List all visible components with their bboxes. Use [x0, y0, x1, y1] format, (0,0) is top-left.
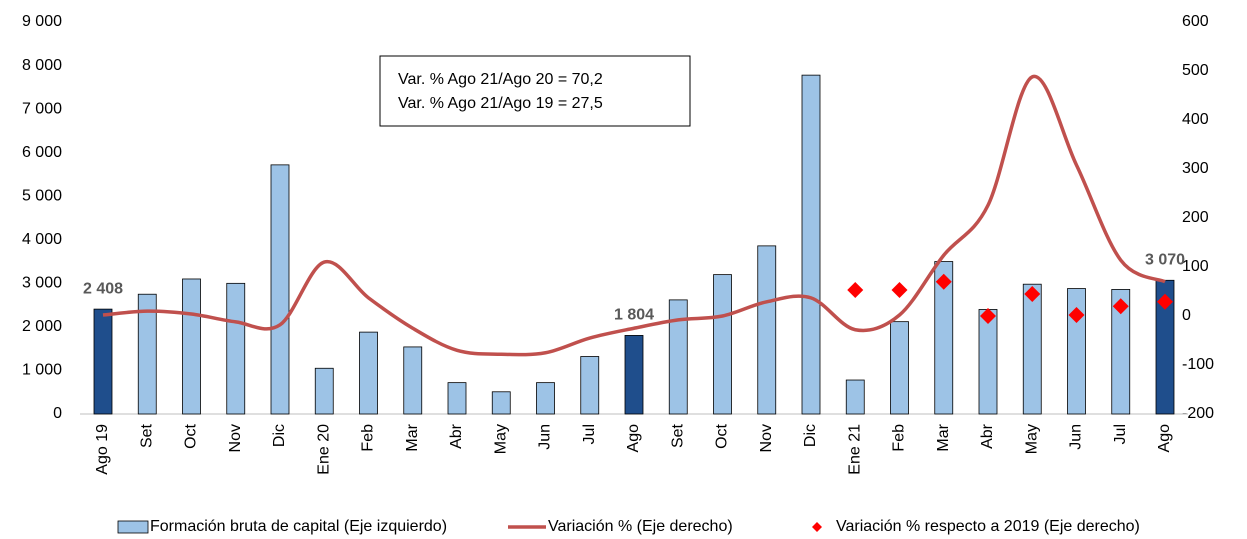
legend-label: Formación bruta de capital (Eje izquierd…	[150, 518, 447, 535]
marker	[847, 282, 864, 299]
bar	[226, 282, 246, 415]
x-tick-label: Jun	[537, 424, 554, 450]
x-tick-label: Ago	[1156, 424, 1173, 453]
bar	[757, 245, 777, 415]
bar	[536, 382, 555, 415]
x-tick-label: Set	[669, 423, 686, 448]
x-tick-label: Ago 19	[94, 424, 111, 475]
legend-label: Variación % (Eje derecho)	[548, 518, 733, 535]
x-tick-label: Set	[138, 423, 155, 448]
bar	[182, 278, 201, 415]
y2-tick-label: 600	[1182, 13, 1209, 30]
bar	[845, 379, 865, 415]
bar	[270, 164, 290, 415]
y-tick-label: 6 000	[22, 144, 62, 161]
y2-tick-label: 500	[1182, 62, 1209, 79]
y2-tick-label: 0	[1182, 307, 1191, 324]
x-tick-label: Dic	[802, 424, 819, 447]
y2-tick-label: 200	[1182, 209, 1209, 226]
bar	[447, 382, 467, 415]
value-label: 2 408	[83, 280, 123, 297]
x-tick-label: Nov	[758, 424, 775, 452]
x-tick-label: Dic	[271, 424, 288, 447]
x-tick-label: Feb	[891, 424, 908, 452]
x-tick-label: Nov	[227, 424, 244, 452]
x-tick-label: Ago	[625, 424, 642, 453]
x-tick-label: Abr	[979, 423, 996, 449]
annotation-box	[379, 55, 691, 127]
y-tick-label: 8 000	[22, 57, 62, 74]
bar	[314, 367, 334, 415]
bar	[978, 309, 998, 415]
marker	[1068, 307, 1085, 324]
x-tick-label: Abr	[448, 423, 465, 449]
x-tick-label: May	[1023, 424, 1040, 454]
x-tick-label: Ene 20	[315, 424, 332, 475]
y-tick-label: 7 000	[22, 100, 62, 117]
legend-swatch	[812, 522, 822, 532]
x-tick-label: Mar	[404, 423, 421, 451]
bar	[1022, 283, 1042, 415]
x-tick-label: Jul	[581, 424, 598, 444]
value-label: 3 070	[1145, 252, 1185, 269]
x-tick-label: Mar	[935, 423, 952, 451]
marker	[935, 273, 952, 290]
bar	[403, 346, 423, 415]
marker	[1112, 298, 1129, 315]
bar	[668, 299, 688, 415]
value-label: 1 804	[614, 307, 654, 324]
marker	[891, 282, 908, 299]
y-tick-label: 3 000	[22, 275, 62, 292]
y2-tick-label: -200	[1182, 405, 1214, 422]
x-tick-label: Jul	[1112, 424, 1129, 444]
bar	[934, 261, 954, 415]
marker	[1157, 293, 1173, 310]
y-tick-label: 9 000	[22, 13, 62, 30]
x-tick-label: Oct	[714, 423, 731, 448]
bar	[491, 391, 511, 415]
y-tick-label: 4 000	[22, 231, 62, 248]
bar	[890, 321, 909, 415]
y2-tick-label: 100	[1182, 258, 1209, 275]
x-tick-label: Oct	[183, 423, 200, 448]
marker	[1024, 285, 1041, 302]
annotation: Var. % Ago 21/Ago 20 = 70,2	[398, 71, 603, 88]
bar	[1111, 289, 1131, 415]
y-tick-label: 5 000	[22, 187, 62, 204]
bar	[137, 293, 157, 415]
y2-tick-label: 300	[1182, 160, 1209, 177]
bar	[359, 331, 378, 415]
y2-tick-label: -100	[1182, 356, 1214, 373]
bar	[1067, 288, 1086, 415]
x-tick-label: May	[492, 424, 509, 454]
legend-swatch	[117, 520, 149, 534]
bar	[801, 74, 821, 415]
bar	[93, 308, 113, 415]
x-tick-label: Feb	[360, 424, 377, 452]
y-tick-label: 1 000	[22, 362, 62, 379]
x-tick-label: Ene 21	[846, 424, 863, 475]
y-tick-label: 0	[53, 405, 62, 422]
bar	[713, 274, 732, 415]
bar	[580, 356, 600, 415]
y2-tick-label: 400	[1182, 111, 1209, 128]
legend-label: Variación % respecto a 2019 (Eje derecho…	[836, 518, 1140, 535]
annotation: Var. % Ago 21/Ago 19 = 27,5	[398, 95, 603, 112]
bar	[624, 335, 644, 415]
y-tick-label: 2 000	[22, 318, 62, 335]
line	[102, 74, 1166, 357]
marker	[980, 308, 996, 324]
x-tick-label: Jun	[1068, 424, 1085, 450]
